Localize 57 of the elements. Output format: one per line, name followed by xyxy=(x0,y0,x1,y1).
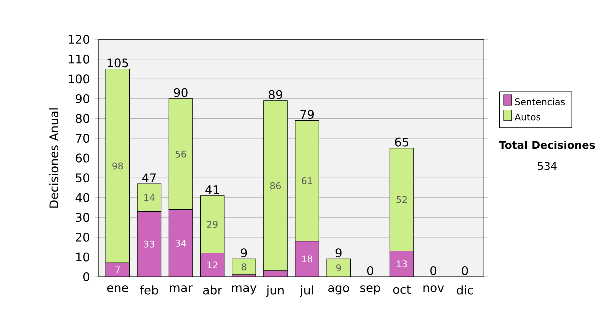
data-label: 13 xyxy=(397,260,408,268)
text: 534 xyxy=(538,162,557,170)
x-tick-label: nov xyxy=(424,285,444,292)
data-label: 9 xyxy=(336,264,342,272)
y-tick-label: 80 xyxy=(76,114,90,124)
y-tick-label: 100 xyxy=(68,74,90,84)
data-label: 52 xyxy=(396,196,407,204)
y-tick-label: 30 xyxy=(76,212,90,222)
data-label: 86 xyxy=(270,182,282,190)
total-label: 0 xyxy=(430,266,437,276)
x-tick-label: ene xyxy=(107,285,128,292)
x-tick-label: ago xyxy=(328,285,350,295)
y-tick-label: 10 xyxy=(76,252,90,262)
y-tick-label: 0 xyxy=(84,272,90,282)
x-tick-label: may xyxy=(232,285,257,295)
data-label: 8 xyxy=(242,263,246,270)
y-tick-label: 60 xyxy=(76,154,90,163)
x-tick-label: oct xyxy=(393,285,411,294)
x-tick-label: mar xyxy=(170,285,193,292)
data-label: 12 xyxy=(208,262,218,268)
total-label: 90 xyxy=(174,88,188,98)
legend-label: Sentencias xyxy=(515,98,566,106)
data-label: 61 xyxy=(302,177,312,184)
total-label: 0 xyxy=(367,266,374,276)
data-label: 18 xyxy=(302,256,313,263)
text: Total Decisiones xyxy=(499,140,596,150)
x-tick-label: abr xyxy=(203,285,222,295)
total-label: 65 xyxy=(395,138,409,147)
x-tick-label: jun xyxy=(266,285,284,297)
data-label: 33 xyxy=(144,240,155,248)
data-label: 98 xyxy=(112,162,124,170)
total-label: 105 xyxy=(108,58,128,68)
data-label: 14 xyxy=(144,194,155,202)
y-tick-label: 120 xyxy=(68,34,90,44)
legend-label: Autos xyxy=(514,114,541,121)
x-tick-label: dic xyxy=(457,285,474,295)
total-label: 41 xyxy=(206,185,220,194)
y-tick-label: 40 xyxy=(76,193,90,202)
data-label: 29 xyxy=(207,220,218,228)
y-tick-label: 90 xyxy=(76,94,90,104)
x-tick-label: jul xyxy=(300,285,314,297)
data-label: 56 xyxy=(176,150,186,158)
total-label: 9 xyxy=(241,248,248,258)
total-label: 47 xyxy=(142,174,156,182)
y-tick-label: 110 xyxy=(68,54,90,64)
y-tick-label: 20 xyxy=(76,232,90,242)
data-label: 34 xyxy=(176,240,186,247)
y-tick-label: 70 xyxy=(76,134,90,143)
y-tick-label: 50 xyxy=(76,173,90,182)
total-label: 0 xyxy=(462,266,468,276)
y-axis-title: Decisiones Anual xyxy=(49,108,59,208)
total-label: 79 xyxy=(300,110,314,119)
x-tick-label: feb xyxy=(140,285,158,295)
total-label: 89 xyxy=(268,90,282,100)
data-label: 7 xyxy=(116,266,120,274)
total-label: 9 xyxy=(336,248,342,258)
x-tick-label: sep xyxy=(360,285,380,295)
